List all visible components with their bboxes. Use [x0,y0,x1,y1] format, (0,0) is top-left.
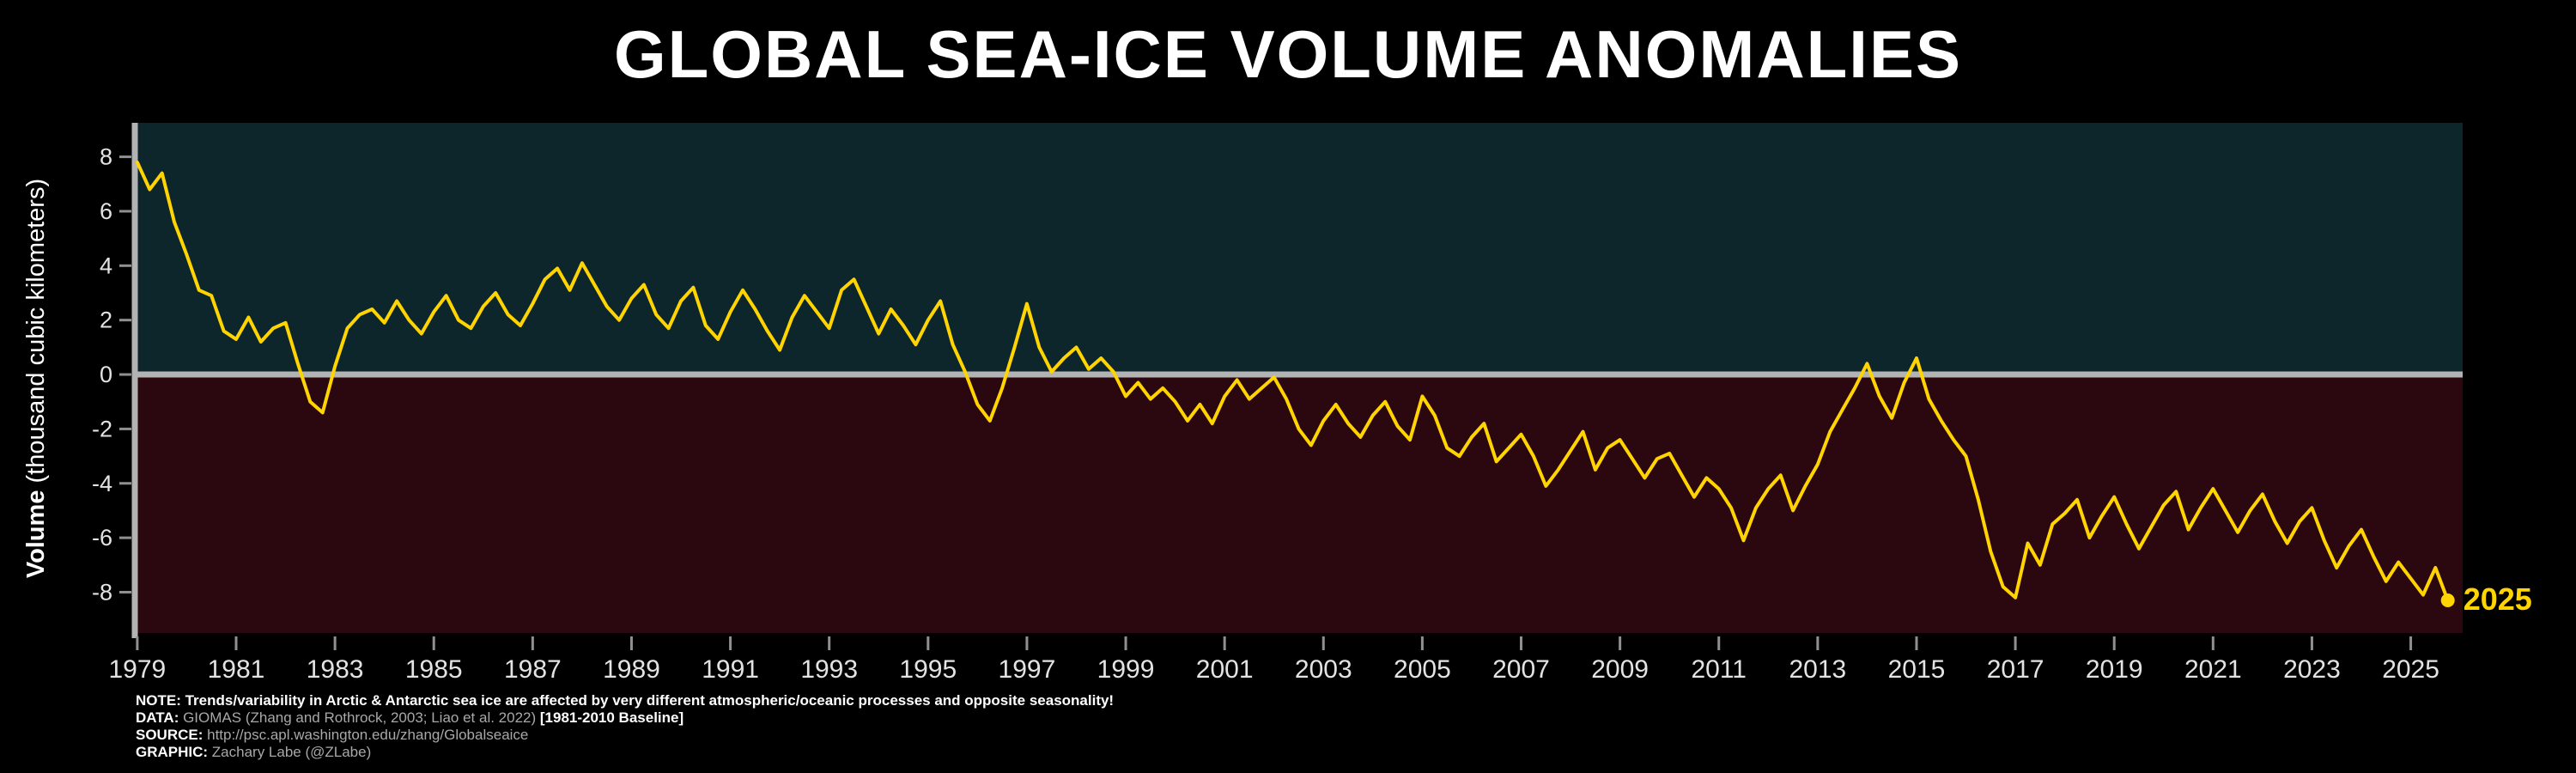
baseline-text: [1981-2010 Baseline] [539,709,684,726]
x-tick-label: 2003 [1295,655,1352,684]
x-tick-label: 2007 [1492,655,1550,684]
graphic-label: GRAPHIC: [136,744,209,760]
y-tick-label: 6 [100,198,112,224]
x-tick-label: 1995 [899,655,957,684]
y-tick-label: -8 [92,579,112,605]
x-tick-label: 1985 [405,655,463,684]
x-tick-label: 2017 [1987,655,2044,684]
data-label: DATA: [136,709,179,726]
x-tick-label: 1979 [109,655,167,684]
y-tick-label: 2 [100,307,112,333]
note-line: NOTE: Trends/variability in Arctic & Ant… [136,692,1114,709]
x-tick-label: 2009 [1591,655,1649,684]
y-tick-label: 8 [100,144,112,170]
x-tick-label: 2001 [1196,655,1254,684]
end-point-label: 2025 [2464,581,2532,617]
y-tick-label: 4 [100,253,112,278]
x-tick-label: 1991 [702,655,759,684]
end-point-dot [2440,593,2455,607]
note-text: Trends/variability in Arctic & Antarctic… [180,692,1115,709]
y-tick-label: 0 [100,362,112,387]
graphic-line: GRAPHIC: Zachary Labe (@ZLabe) [136,744,1114,761]
x-tick-label: 1987 [504,655,562,684]
x-tick-label: 1989 [603,655,660,684]
source-label: SOURCE: [136,727,204,743]
anomaly-line [135,160,2450,602]
source-line: SOURCE: http://psc.apl.washington.edu/zh… [136,727,1114,744]
graphic-text: Zachary Labe (@ZLabe) [208,744,372,760]
x-tick-label: 2019 [2086,655,2143,684]
data-text: GIOMAS (Zhang and Rothrock, 2003; Liao e… [179,709,540,726]
x-tick-label: 1981 [208,655,265,684]
plot-region-below-zero [135,374,2463,633]
x-tick-label: 2021 [2184,655,2242,684]
x-tick-label: 1983 [307,655,364,684]
chart-title: GLOBAL SEA-ICE VOLUME ANOMALIES [613,16,1963,92]
y-tick-label: -4 [92,471,112,496]
y-tick-label: -6 [92,525,112,551]
note-label: NOTE: [136,692,181,709]
footnotes: NOTE: Trends/variability in Arctic & Ant… [136,692,1114,761]
x-tick-label: 2005 [1394,655,1451,684]
x-tick-label: 2023 [2283,655,2341,684]
x-tick-label: 2015 [1888,655,1946,684]
x-tick-label: 2013 [1789,655,1846,684]
x-tick-label: 1997 [999,655,1056,684]
source-text: http://psc.apl.washington.edu/zhang/Glob… [203,727,529,743]
x-tick-label: 2011 [1691,655,1747,684]
data-line: DATA: GIOMAS (Zhang and Rothrock, 2003; … [136,709,1114,727]
plot-region-above-zero [135,123,2463,375]
y-tick-label: -2 [92,416,112,441]
x-tick-label: 1999 [1097,655,1155,684]
x-tick-label: 2025 [2382,655,2439,684]
x-tick-label: 1993 [800,655,858,684]
